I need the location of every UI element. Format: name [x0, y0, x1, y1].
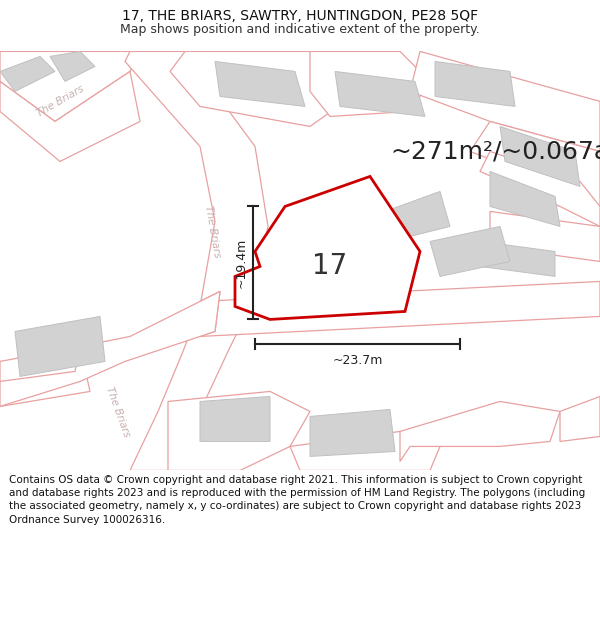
- Polygon shape: [15, 316, 105, 376]
- Polygon shape: [0, 71, 140, 161]
- Polygon shape: [430, 226, 510, 276]
- Text: 17: 17: [313, 253, 347, 281]
- Polygon shape: [435, 61, 515, 106]
- Polygon shape: [400, 401, 560, 461]
- Polygon shape: [310, 409, 395, 456]
- Polygon shape: [290, 431, 440, 471]
- Polygon shape: [310, 51, 430, 116]
- Polygon shape: [470, 121, 600, 206]
- Text: ~271m²/~0.067ac.: ~271m²/~0.067ac.: [390, 139, 600, 163]
- Polygon shape: [0, 346, 90, 406]
- Text: The Briars: The Briars: [203, 204, 223, 258]
- Polygon shape: [560, 396, 600, 441]
- Polygon shape: [410, 51, 600, 151]
- Text: 17, THE BRIARS, SAWTRY, HUNTINGDON, PE28 5QF: 17, THE BRIARS, SAWTRY, HUNTINGDON, PE28…: [122, 9, 478, 23]
- Polygon shape: [50, 51, 95, 81]
- Text: Map shows position and indicative extent of the property.: Map shows position and indicative extent…: [120, 24, 480, 36]
- Polygon shape: [0, 51, 140, 121]
- Text: The Briars: The Briars: [35, 84, 85, 119]
- Polygon shape: [500, 126, 580, 186]
- Polygon shape: [385, 191, 450, 241]
- Polygon shape: [200, 281, 600, 336]
- Text: ~19.4m: ~19.4m: [235, 238, 248, 288]
- Polygon shape: [125, 51, 268, 471]
- Polygon shape: [235, 176, 420, 319]
- Polygon shape: [215, 61, 305, 106]
- Polygon shape: [480, 241, 555, 276]
- Polygon shape: [285, 226, 375, 296]
- Polygon shape: [200, 396, 270, 441]
- Polygon shape: [490, 171, 560, 226]
- Polygon shape: [168, 391, 310, 471]
- Text: The Briars: The Briars: [104, 385, 132, 438]
- Polygon shape: [0, 291, 220, 406]
- Polygon shape: [0, 56, 55, 91]
- Polygon shape: [200, 291, 220, 336]
- Text: Contains OS data © Crown copyright and database right 2021. This information is : Contains OS data © Crown copyright and d…: [9, 475, 585, 524]
- Text: The Briars: The Briars: [353, 293, 407, 306]
- Text: ~23.7m: ~23.7m: [332, 354, 383, 367]
- Polygon shape: [480, 151, 600, 226]
- Polygon shape: [490, 211, 600, 261]
- Polygon shape: [335, 71, 425, 116]
- Polygon shape: [170, 51, 345, 126]
